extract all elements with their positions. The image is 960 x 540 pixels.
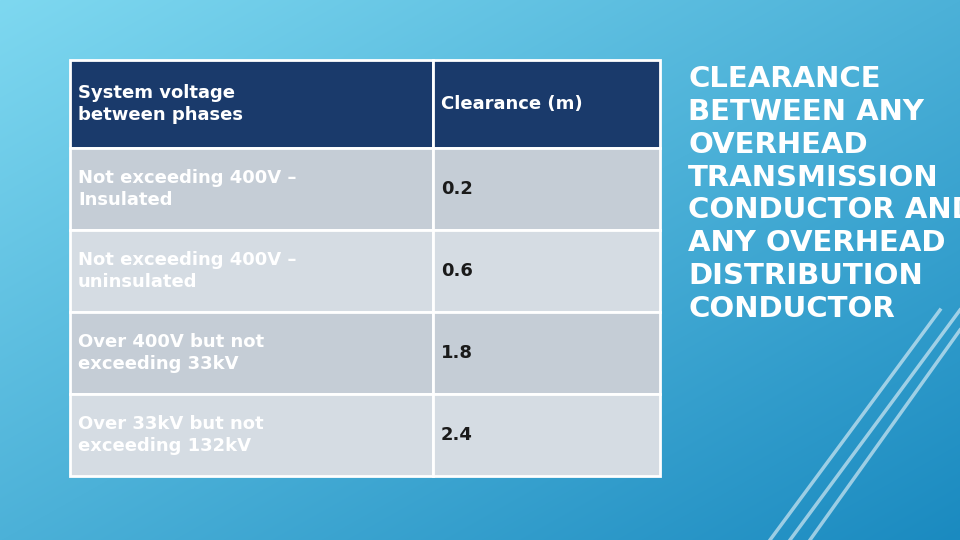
Bar bbox=[70, 394, 433, 476]
Text: Over 400V but not
exceeding 33kV: Over 400V but not exceeding 33kV bbox=[78, 333, 264, 374]
Text: Clearance (m): Clearance (m) bbox=[441, 95, 583, 113]
Bar bbox=[433, 230, 660, 312]
Text: 1.8: 1.8 bbox=[441, 344, 473, 362]
Bar bbox=[433, 60, 660, 148]
Bar bbox=[70, 230, 433, 312]
Text: 2.4: 2.4 bbox=[441, 426, 472, 444]
Bar bbox=[70, 312, 433, 394]
Text: CLEARANCE
BETWEEN ANY
OVERHEAD
TRANSMISSION
CONDUCTOR AND
ANY OVERHEAD
DISTRIBUT: CLEARANCE BETWEEN ANY OVERHEAD TRANSMISS… bbox=[688, 65, 960, 323]
Text: 0.2: 0.2 bbox=[441, 180, 472, 198]
Text: Over 33kV but not
exceeding 132kV: Over 33kV but not exceeding 132kV bbox=[78, 415, 264, 455]
Text: System voltage
between phases: System voltage between phases bbox=[78, 84, 243, 124]
Text: Not exceeding 400V –
uninsulated: Not exceeding 400V – uninsulated bbox=[78, 251, 297, 292]
Bar bbox=[70, 148, 433, 230]
Bar bbox=[433, 148, 660, 230]
Text: Not exceeding 400V –
Insulated: Not exceeding 400V – Insulated bbox=[78, 168, 297, 210]
Text: 0.6: 0.6 bbox=[441, 262, 472, 280]
Bar bbox=[70, 60, 433, 148]
Bar bbox=[433, 394, 660, 476]
Bar bbox=[433, 312, 660, 394]
